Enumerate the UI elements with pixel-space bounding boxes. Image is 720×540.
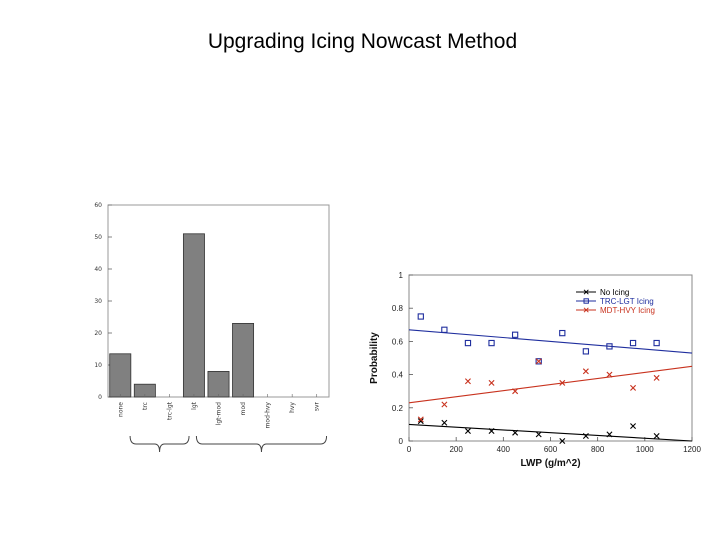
legend-label: No Icing [600,288,629,297]
scatter-point [441,401,448,408]
scatter-x-axis-label: LWP (g/m^2) [520,458,580,469]
scatter-point [488,339,495,347]
scatter-y-tick-label: 0.6 [392,337,404,346]
scatter-point [417,313,424,320]
scatter-point [630,384,637,391]
series-no-icing [408,418,693,444]
bar-x-tick-label: hvy [289,402,296,413]
scatter-point [512,429,519,436]
scatter-y-axis-label: Probability [369,332,380,384]
scatter-point [559,438,566,444]
scatter-point [559,379,566,386]
bar-plot-frame [107,204,330,398]
scatter-point [417,418,424,425]
bar [182,233,205,398]
bar [109,353,132,398]
bar [232,322,255,398]
scatter-point [629,339,637,347]
scatter-y-tick-label: 0.4 [392,371,404,380]
scatter-x-tick-label: 600 [544,445,558,454]
scatter-point [512,388,519,395]
scatter-point [653,374,660,381]
bar-x-tick-label: lgt-mod [216,402,223,426]
bar-y-tick-label: 50 [94,234,102,241]
scatter-x-tick-label: 1200 [683,445,701,454]
bar-y-tick-label: 10 [94,362,102,369]
scatter-point [511,331,519,338]
series-mdt-hvy-icing [408,358,693,423]
scatter-point [535,358,542,365]
scatter-point [606,431,613,438]
trend-line [408,329,693,354]
scatter-point [606,343,613,350]
trend-line [408,423,693,442]
legend-label: MDT-HVY Icing [600,306,655,315]
scatter-y-tick-label: 0.8 [392,304,404,313]
legend-marker [583,307,589,313]
scatter-point [535,431,542,438]
scatter-point [417,416,424,423]
scatter-point [464,428,471,435]
bar-x-tick-label: lgt [191,401,198,409]
series-trc-lgt-icing [408,313,693,365]
bar-y-tick-label: 0 [98,394,102,401]
scatter-point [559,329,566,337]
scatter-point [630,423,637,430]
bar-x-tick-label: svr [314,401,321,411]
scatter-point [582,433,589,440]
bar-x-tick-label: trc [142,402,149,410]
scatter-y-tick-label: 0 [399,437,404,446]
brace-trc-to-lgt [129,435,190,453]
bar-y-tick-label: 40 [94,266,102,273]
scatter-point [441,419,448,426]
bar-x-tick-label: mod [240,402,247,416]
scatter-x-tick-label: 200 [449,445,463,454]
scatter-point [606,371,613,378]
bar-y-tick-label: 20 [94,330,102,337]
bar-y-tick-label: 30 [94,298,102,305]
scatter-x-tick-label: 800 [591,445,605,454]
scatter-point [653,433,660,440]
scatter-point [441,326,448,333]
legend-marker [583,289,589,295]
bar-y-tick-label: 60 [94,202,102,209]
bar-x-tick-label: none [117,402,124,417]
scatter-y-tick-label: 1 [399,271,404,280]
scatter-point [653,339,660,347]
brace-lgt-mod-to-svr [195,435,328,453]
bar-x-tick-label: mod-hvy [265,402,272,429]
trend-line [408,365,693,404]
scatter-point [535,358,542,365]
scatter-point [464,339,472,347]
bar [207,370,230,398]
scatter-x-tick-label: 1000 [636,445,654,454]
scatter-y-tick-label: 0.2 [392,404,404,413]
bar-chart: 0 10 20 30 40 50 60 none trc trc-lgt lgt lgt-mod mod… [94,202,330,453]
legend-label: TRC-LGT Icing [600,297,654,306]
scatter-x-tick-label: 400 [497,445,511,454]
bar-x-tick-label: trc-lgt [166,401,173,420]
scatter-point [582,348,590,355]
legend-marker [583,298,589,304]
scatter-point [464,378,471,385]
scatter-point [488,428,495,435]
scatter-point [488,379,495,386]
scatter-x-tick-label: 0 [407,445,412,454]
scatter-point [582,368,589,375]
slide-title: Upgrading Icing Nowcast Method [207,30,518,53]
probability-scatter-chart: 0 0.2 0.4 0.6 0.8 1 0 200 400 600 800 1000 1200 LWP (… [369,271,701,469]
